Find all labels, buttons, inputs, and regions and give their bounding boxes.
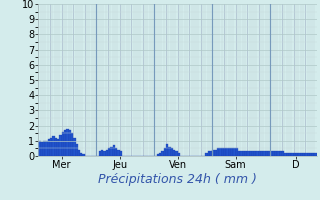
Bar bbox=[270, 151, 273, 156]
Bar bbox=[103, 151, 106, 156]
Bar bbox=[315, 153, 317, 156]
Bar bbox=[68, 130, 71, 156]
Bar bbox=[287, 153, 289, 156]
Bar bbox=[222, 148, 224, 156]
Bar bbox=[240, 151, 243, 156]
Bar bbox=[308, 153, 310, 156]
Bar bbox=[282, 151, 284, 156]
Bar bbox=[277, 151, 280, 156]
Bar bbox=[275, 151, 277, 156]
Bar bbox=[305, 153, 308, 156]
Bar bbox=[41, 142, 43, 156]
Bar bbox=[243, 151, 245, 156]
Bar bbox=[268, 151, 270, 156]
Bar bbox=[220, 148, 222, 156]
Bar bbox=[289, 153, 291, 156]
Bar bbox=[178, 153, 180, 156]
Bar bbox=[312, 153, 315, 156]
Bar bbox=[173, 150, 175, 156]
Bar bbox=[99, 151, 101, 156]
Bar bbox=[284, 153, 287, 156]
Bar bbox=[157, 154, 159, 156]
Bar bbox=[208, 151, 210, 156]
Bar bbox=[257, 151, 259, 156]
Bar bbox=[106, 150, 108, 156]
Bar bbox=[43, 141, 45, 156]
Bar bbox=[212, 150, 215, 156]
Bar bbox=[76, 144, 78, 156]
Bar bbox=[50, 138, 52, 156]
Bar bbox=[291, 153, 294, 156]
Bar bbox=[161, 151, 164, 156]
Bar bbox=[296, 153, 298, 156]
Bar bbox=[113, 145, 115, 156]
Bar bbox=[168, 147, 171, 156]
Bar bbox=[110, 147, 113, 156]
Bar bbox=[205, 153, 208, 156]
Bar bbox=[310, 153, 312, 156]
Bar bbox=[64, 130, 66, 156]
Bar bbox=[303, 153, 305, 156]
Bar bbox=[266, 151, 268, 156]
Bar bbox=[171, 148, 173, 156]
Bar bbox=[73, 138, 76, 156]
Bar bbox=[78, 150, 80, 156]
Bar bbox=[108, 148, 110, 156]
Bar bbox=[280, 151, 282, 156]
Bar bbox=[217, 148, 220, 156]
Bar bbox=[52, 136, 55, 156]
Bar bbox=[233, 148, 236, 156]
Bar bbox=[259, 151, 261, 156]
Bar bbox=[263, 151, 266, 156]
X-axis label: Précipitations 24h ( mm ): Précipitations 24h ( mm ) bbox=[98, 173, 257, 186]
Bar bbox=[175, 151, 178, 156]
Bar bbox=[59, 135, 61, 156]
Bar bbox=[294, 153, 296, 156]
Bar bbox=[55, 138, 57, 156]
Bar bbox=[159, 153, 161, 156]
Bar bbox=[45, 141, 48, 156]
Bar bbox=[210, 151, 212, 156]
Bar bbox=[231, 148, 233, 156]
Bar bbox=[245, 151, 247, 156]
Bar bbox=[101, 150, 103, 156]
Bar bbox=[250, 151, 252, 156]
Bar bbox=[38, 141, 41, 156]
Bar bbox=[215, 150, 217, 156]
Bar bbox=[261, 151, 263, 156]
Bar bbox=[117, 150, 120, 156]
Bar bbox=[273, 151, 275, 156]
Bar bbox=[254, 151, 257, 156]
Bar bbox=[229, 148, 231, 156]
Bar bbox=[238, 151, 240, 156]
Bar bbox=[48, 139, 50, 156]
Bar bbox=[226, 148, 229, 156]
Bar bbox=[115, 148, 117, 156]
Bar bbox=[236, 148, 238, 156]
Bar bbox=[83, 154, 85, 156]
Bar bbox=[247, 151, 250, 156]
Bar bbox=[166, 144, 168, 156]
Bar bbox=[300, 153, 303, 156]
Bar bbox=[224, 148, 226, 156]
Bar bbox=[120, 151, 122, 156]
Bar bbox=[57, 139, 59, 156]
Bar bbox=[164, 148, 166, 156]
Bar bbox=[71, 133, 73, 156]
Bar bbox=[66, 129, 68, 156]
Bar bbox=[298, 153, 300, 156]
Bar bbox=[80, 153, 83, 156]
Bar bbox=[62, 132, 64, 156]
Bar bbox=[252, 151, 254, 156]
